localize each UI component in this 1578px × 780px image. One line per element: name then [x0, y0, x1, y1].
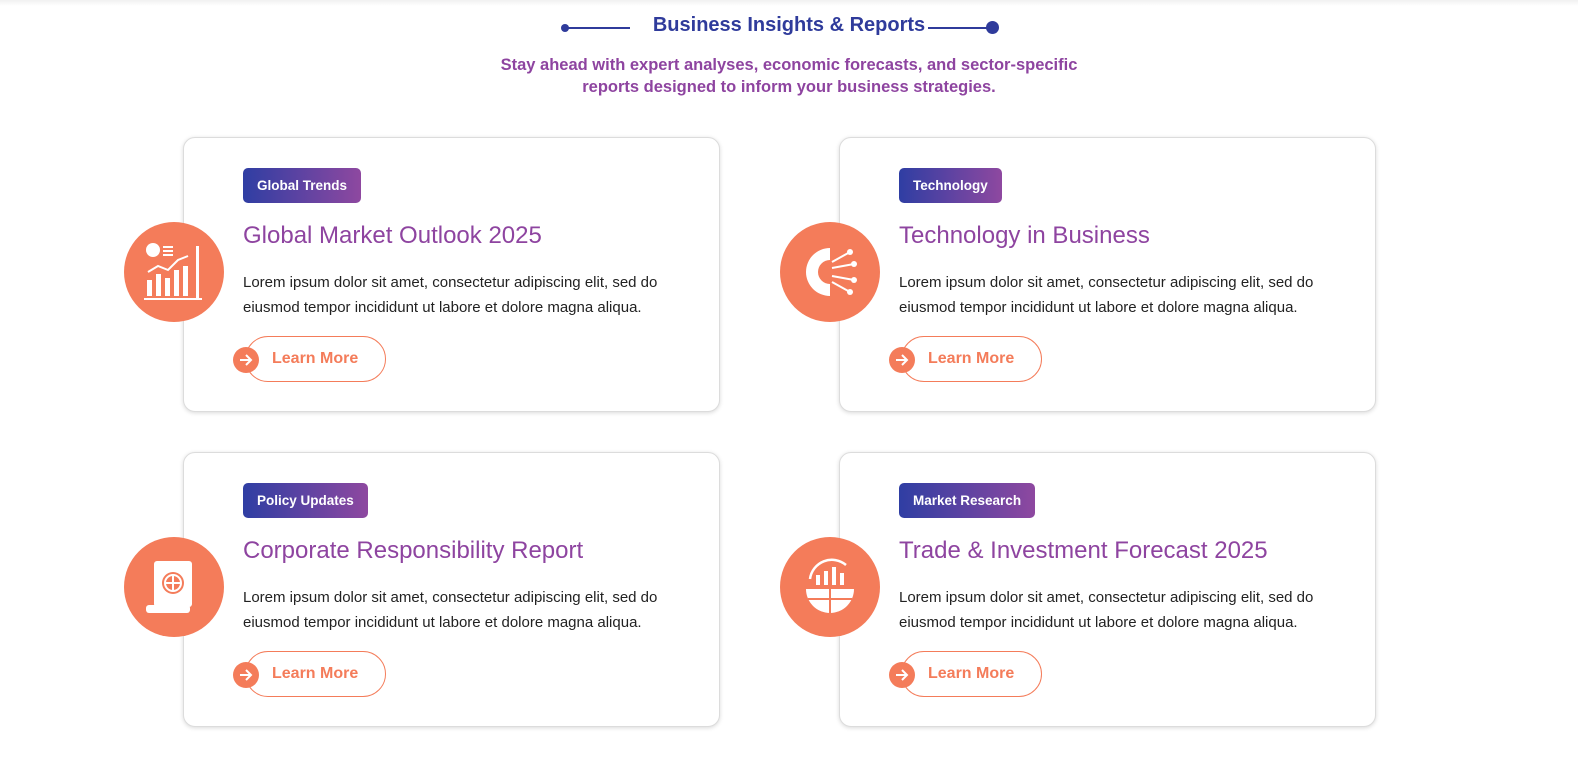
card-description: Lorem ipsum dolor sit amet, consectetur …: [899, 589, 1314, 631]
card-icon: [780, 222, 880, 322]
card-description: Lorem ipsum dolor sit amet, consectetur …: [243, 274, 658, 316]
button-arrow: [233, 662, 259, 688]
button-arrow: [889, 662, 915, 688]
card-title: Trade & Investment Forecast 2025: [899, 537, 1268, 564]
section-title: Business Insights & Reports: [652, 14, 926, 36]
section-subtitle: Stay ahead with expert analyses, economi…: [500, 56, 1078, 96]
report-card: Market Research Trade & Investment Foreca…: [780, 452, 1376, 727]
top-shade: [0, 0, 1578, 6]
button-arrow: [233, 347, 259, 373]
learn-more-button[interactable]: Learn More: [233, 336, 386, 382]
card-title: Corporate Responsibility Report: [243, 537, 584, 564]
learn-more-button[interactable]: Learn More: [889, 336, 1042, 382]
report-card: Global Trends Global Market Outlook 2025 L…: [124, 137, 720, 412]
category-tag: Policy Updates: [243, 483, 368, 518]
category-tag: Technology: [899, 168, 1002, 203]
card-icon: [124, 222, 224, 322]
category-tag: Global Trends: [243, 168, 362, 203]
report-card: Technology Technology in Business Lorem ip…: [780, 137, 1376, 412]
button-arrow: [889, 347, 915, 373]
card-icon: [780, 537, 880, 637]
card-title: Global Market Outlook 2025: [243, 222, 542, 249]
category-tag: Market Research: [899, 483, 1036, 518]
card-description: Lorem ipsum dolor sit amet, consectetur …: [899, 274, 1314, 316]
decor-dot: [561, 24, 569, 32]
learn-more-button[interactable]: Learn More: [889, 651, 1042, 697]
decor-dot: [986, 21, 999, 34]
report-card: Policy Updates Corporate Responsibility R…: [124, 452, 720, 727]
learn-more-button[interactable]: Learn More: [233, 651, 386, 697]
card-description: Lorem ipsum dolor sit amet, consectetur …: [243, 589, 658, 631]
decor-line: [566, 27, 630, 29]
card-icon: [124, 537, 224, 637]
decor-line: [928, 27, 992, 29]
card-title: Technology in Business: [899, 222, 1150, 249]
